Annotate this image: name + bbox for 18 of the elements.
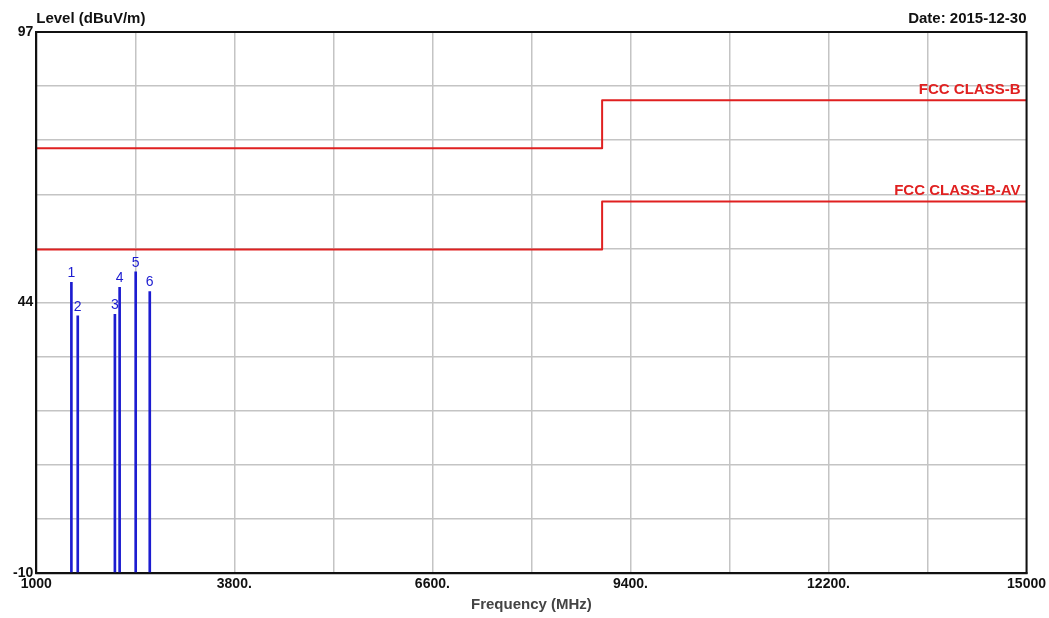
x-tick-label: 12200.: [807, 575, 850, 592]
annotation: 1: [67, 264, 76, 281]
annotation: 4: [115, 269, 124, 286]
x-tick-label: 3800.: [216, 575, 252, 592]
y-tick-label: 97: [17, 22, 34, 39]
series-label: FCC CLASS-B: [918, 79, 1021, 97]
x-tick-label: 6600.: [414, 575, 450, 592]
annotation: 3: [110, 296, 119, 313]
x-axis-title: Frequency (MHz): [470, 595, 592, 613]
x-tick-label: 15000: [1007, 575, 1047, 592]
series-label: FCC CLASS-B-AV: [894, 181, 1021, 199]
annotation: 6: [145, 273, 154, 290]
annotation: 2: [73, 297, 82, 314]
text: Date: 2015-12-30: [908, 8, 1027, 26]
y-axis-title: Level (dBuV/m): [36, 8, 146, 26]
x-tick-label: 9400.: [612, 575, 648, 592]
annotation: 5: [131, 253, 140, 270]
y-tick-label: 44: [17, 293, 34, 310]
